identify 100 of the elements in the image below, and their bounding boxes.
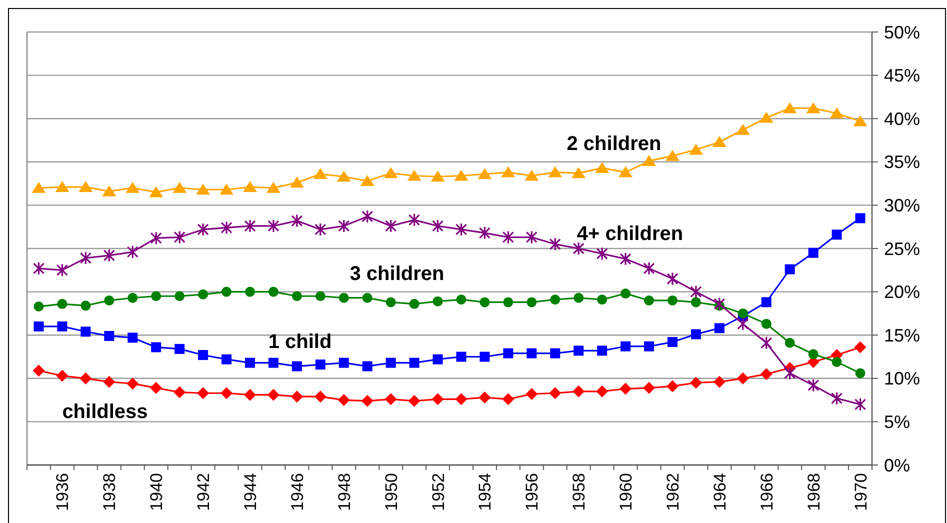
x-tick-label: 1946: [288, 473, 307, 511]
y-tick-label: 25%: [884, 238, 920, 259]
x-tick-label: 1956: [522, 473, 542, 511]
point: [690, 285, 702, 299]
point: [222, 354, 232, 364]
point: [55, 181, 70, 192]
point: [407, 170, 422, 181]
point: [690, 297, 701, 308]
point: [244, 286, 255, 297]
point: [808, 378, 820, 392]
x-tick-label: 1970: [851, 473, 870, 511]
point: [478, 226, 491, 240]
point: [104, 330, 114, 341]
point: [292, 291, 302, 302]
point: [526, 348, 537, 358]
point: [620, 252, 632, 266]
point: [808, 248, 818, 258]
point: [267, 388, 280, 401]
point: [572, 167, 586, 178]
point: [432, 354, 443, 364]
y-tick-label: 5%: [884, 412, 910, 432]
point: [174, 291, 185, 302]
point: [572, 242, 584, 256]
point: [57, 321, 68, 332]
point: [198, 289, 208, 300]
point: [761, 318, 772, 329]
point: [290, 176, 304, 188]
point: [854, 398, 866, 412]
point: [690, 376, 702, 389]
point: [432, 393, 444, 406]
point: [197, 222, 209, 236]
point: [642, 155, 656, 166]
point: [313, 168, 328, 180]
point: [172, 182, 187, 193]
point: [761, 297, 772, 308]
point: [362, 361, 372, 372]
point: [362, 210, 374, 224]
point: [808, 349, 818, 360]
point: [855, 368, 866, 378]
point: [338, 358, 349, 368]
point: [128, 292, 138, 303]
y-tick-label: 15%: [884, 325, 920, 346]
point: [854, 341, 866, 354]
series-label: childless: [62, 401, 148, 423]
point: [56, 263, 68, 277]
point: [244, 358, 255, 368]
point: [574, 292, 584, 303]
point: [830, 392, 843, 406]
y-tick-label: 45%: [884, 66, 920, 86]
point: [855, 213, 866, 224]
point: [336, 170, 351, 182]
point: [688, 144, 703, 155]
point: [574, 346, 584, 356]
point: [32, 262, 45, 276]
point: [712, 136, 726, 147]
point: [315, 360, 326, 370]
point: [149, 186, 164, 198]
x-tick-label: 1940: [147, 473, 166, 511]
point: [644, 341, 654, 352]
point: [126, 182, 140, 193]
point: [714, 323, 724, 334]
point: [644, 295, 654, 306]
series-label: 3 children: [350, 263, 444, 285]
point: [385, 219, 397, 233]
point: [524, 170, 539, 181]
x-tick-label: 1960: [616, 473, 636, 511]
point: [784, 366, 796, 380]
point: [502, 230, 514, 244]
point: [80, 326, 91, 337]
point: [501, 166, 516, 178]
point: [550, 294, 560, 305]
series-label: 4+ children: [576, 223, 684, 245]
point: [620, 382, 632, 395]
point: [526, 297, 537, 308]
point: [103, 376, 116, 388]
point: [737, 317, 749, 331]
point: [736, 372, 749, 384]
y-tick-label: 10%: [884, 368, 920, 389]
x-tick-label: 1958: [570, 473, 589, 511]
point: [760, 368, 772, 380]
point: [384, 393, 397, 406]
point: [408, 213, 420, 227]
point: [386, 297, 396, 308]
point: [32, 182, 46, 193]
point: [196, 184, 210, 195]
point: [384, 167, 398, 178]
y-tick-label: 20%: [884, 282, 920, 302]
point: [292, 361, 302, 372]
point: [830, 107, 844, 118]
point: [314, 390, 326, 403]
point: [832, 230, 842, 240]
point: [150, 231, 162, 245]
point: [666, 380, 678, 392]
point: [456, 352, 466, 362]
point: [104, 295, 114, 306]
x-tick-label: 1964: [710, 473, 730, 511]
point: [80, 372, 92, 384]
x-tick-label: 1954: [476, 473, 495, 511]
point: [503, 297, 514, 308]
point: [151, 342, 162, 352]
